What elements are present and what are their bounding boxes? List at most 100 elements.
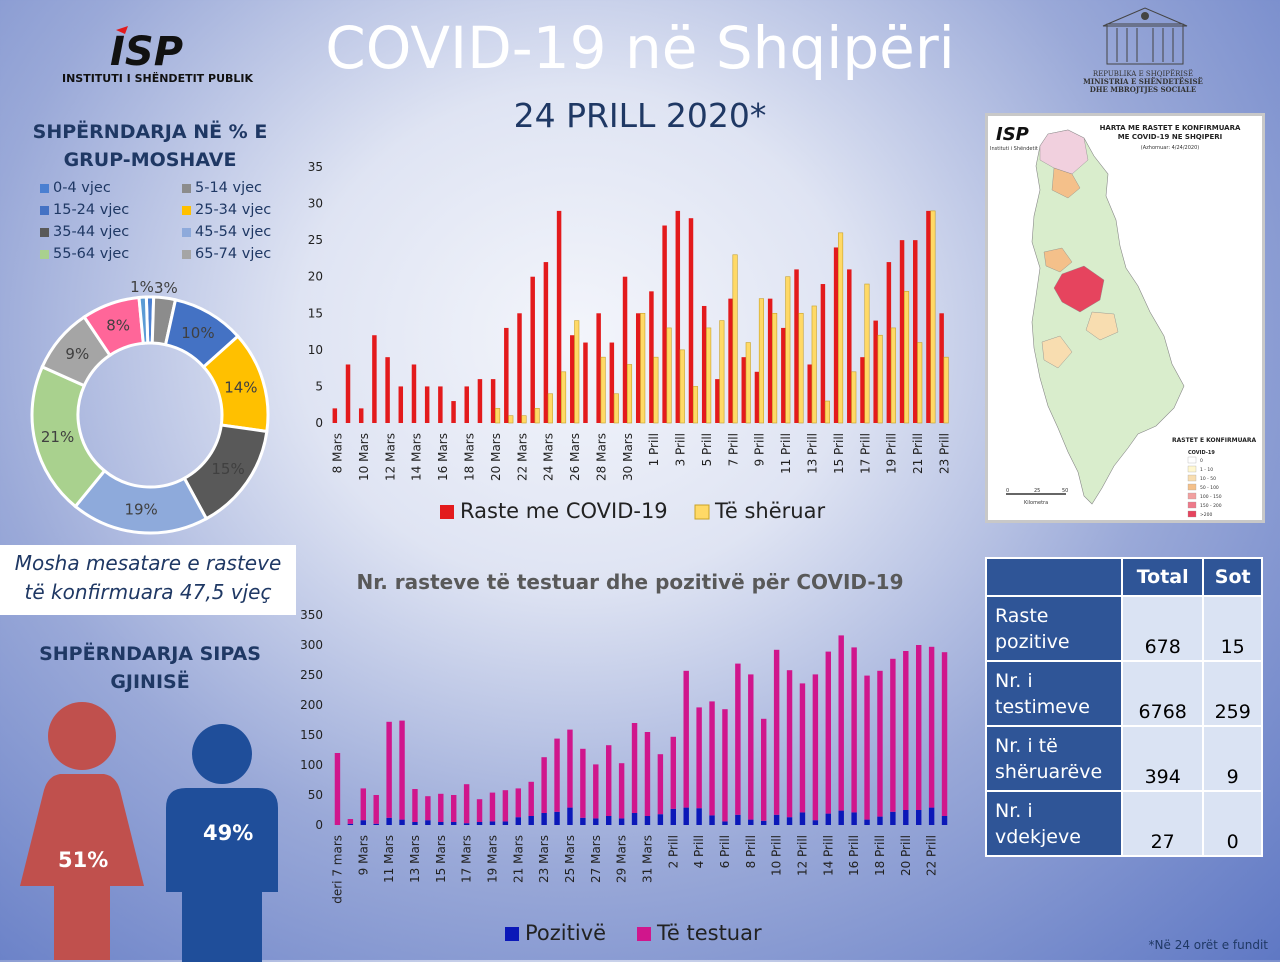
bar bbox=[399, 720, 405, 820]
x-tick-label: 17 Prill bbox=[858, 433, 872, 474]
bar bbox=[580, 748, 586, 818]
bar bbox=[580, 817, 586, 825]
legend-swatch bbox=[694, 504, 710, 520]
y-tick-label: 150 bbox=[300, 728, 323, 742]
stats-today-value: 259 bbox=[1202, 660, 1263, 727]
stats-header-blank bbox=[985, 557, 1123, 597]
ministry-name-line-1: REPUBLIKA E SHQIPËRISË bbox=[1092, 70, 1194, 78]
map-legend-swatch bbox=[1187, 465, 1197, 473]
bar bbox=[541, 757, 547, 813]
donut-label: 15% bbox=[211, 460, 244, 478]
bar bbox=[622, 276, 628, 423]
x-tick-label: 23 Mars bbox=[537, 835, 551, 883]
donut-label: 3% bbox=[154, 279, 178, 297]
map-scale-25: 25 bbox=[1034, 488, 1040, 494]
bar bbox=[358, 408, 364, 423]
y-tick-label: 350 bbox=[300, 608, 323, 622]
bar bbox=[541, 813, 547, 825]
bar bbox=[490, 379, 496, 423]
male-percentage: 49% bbox=[203, 821, 254, 845]
y-tick-label: 5 bbox=[315, 379, 323, 393]
donut-label: 21% bbox=[41, 428, 74, 446]
bar bbox=[567, 807, 573, 825]
mean-age-line-2: të konfirmuara 47,5 vjeç bbox=[24, 580, 272, 604]
ministry-name: REPUBLIKA E SHQIPËRISË MINISTRIA E SHËND… bbox=[1078, 70, 1208, 94]
age-legend-label: 45-54 vjec bbox=[195, 224, 272, 240]
female-percentage: 51% bbox=[58, 848, 109, 872]
y-tick-label: 35 bbox=[308, 160, 323, 174]
stats-row-label-line: Nr. i të bbox=[995, 734, 1058, 757]
age-distribution-title: SHPËRNDARJA NË % E GRUP-MOSHAVE bbox=[32, 121, 268, 171]
bar bbox=[653, 356, 659, 424]
age-legend-item: 25-34 vjec bbox=[182, 202, 271, 218]
stats-header-total: Total bbox=[1120, 557, 1205, 597]
bar bbox=[709, 815, 715, 825]
bar bbox=[745, 342, 751, 424]
bar bbox=[528, 816, 534, 825]
y-tick-label: 25 bbox=[308, 233, 323, 247]
x-tick-label: 17 Mars bbox=[460, 835, 474, 883]
age-legend-label: 55-64 vjec bbox=[53, 246, 130, 262]
age-legend-item: 15-24 vjec bbox=[40, 202, 129, 218]
bar bbox=[425, 820, 431, 825]
donut-label: 10% bbox=[181, 324, 214, 342]
bar bbox=[886, 262, 892, 423]
x-tick-label: 14 Mars bbox=[410, 433, 424, 481]
bar bbox=[785, 276, 791, 424]
bar bbox=[451, 401, 456, 423]
x-tick-label: 29 Mars bbox=[615, 835, 629, 883]
mean-age-line-1: Mosha mesatare e rasteve bbox=[14, 551, 282, 575]
legend-label: Raste me COVID-19 bbox=[460, 499, 668, 523]
x-tick-label: 3 Prill bbox=[674, 433, 688, 466]
stats-total-value: 27 bbox=[1120, 790, 1205, 857]
stats-today-value: 9 bbox=[1202, 725, 1263, 792]
bar bbox=[515, 817, 522, 825]
map-scale-0: 0 bbox=[1006, 488, 1009, 494]
map-region-tirane bbox=[1053, 265, 1105, 313]
page-title: COVID-19 në Shqipëri bbox=[325, 14, 955, 82]
bar bbox=[476, 822, 483, 825]
bar bbox=[838, 232, 844, 424]
bar bbox=[570, 335, 575, 423]
stats-table: Total Sot Raste pozitive 678 15 Nr. i test… bbox=[985, 557, 1263, 857]
ministry-name-line-3: DHE MBROJTJES SOCIALE bbox=[1089, 85, 1197, 94]
map-region-elbasan bbox=[1085, 311, 1119, 341]
bar bbox=[554, 738, 560, 812]
x-tick-label: 8 Mars bbox=[331, 433, 345, 473]
bar bbox=[489, 792, 496, 822]
legend-label: Të shëruar bbox=[714, 499, 825, 523]
x-tick-label: 11 Mars bbox=[382, 835, 396, 883]
bar bbox=[521, 415, 527, 424]
bar bbox=[838, 635, 844, 811]
bar bbox=[890, 658, 896, 812]
bar bbox=[773, 649, 780, 815]
tests-chart-title-text: Nr. rasteve të testuar dhe pozitivë për … bbox=[356, 570, 904, 594]
bar bbox=[528, 781, 534, 816]
y-tick-label: 250 bbox=[300, 668, 323, 682]
bar bbox=[799, 683, 806, 813]
map-legend-swatch bbox=[1187, 456, 1197, 464]
x-tick-label: 15 Prill bbox=[832, 433, 846, 474]
bar bbox=[477, 379, 483, 423]
bar bbox=[722, 709, 728, 822]
x-tick-label: 1 Prill bbox=[647, 433, 661, 466]
map-legend-swatch bbox=[1187, 510, 1197, 518]
stats-row-label-line: testimeve bbox=[995, 695, 1090, 718]
y-tick-label: 50 bbox=[308, 788, 323, 802]
bar bbox=[748, 819, 754, 825]
bar bbox=[930, 210, 936, 424]
stats-row-label-line: Raste bbox=[995, 604, 1049, 627]
bar bbox=[696, 808, 702, 825]
bar bbox=[373, 795, 379, 824]
x-tick-label: 24 Mars bbox=[542, 433, 556, 481]
y-tick-label: 15 bbox=[308, 306, 323, 320]
bar bbox=[504, 327, 509, 423]
bar bbox=[649, 291, 654, 423]
age-legend-swatch bbox=[40, 227, 49, 237]
x-tick-label: 21 Prill bbox=[911, 433, 925, 474]
bar bbox=[683, 670, 689, 808]
x-tick-label: 27 Mars bbox=[589, 835, 603, 883]
x-tick-label: 10 Mars bbox=[357, 433, 371, 481]
bar bbox=[772, 312, 778, 424]
donut-label: 19% bbox=[124, 501, 157, 519]
